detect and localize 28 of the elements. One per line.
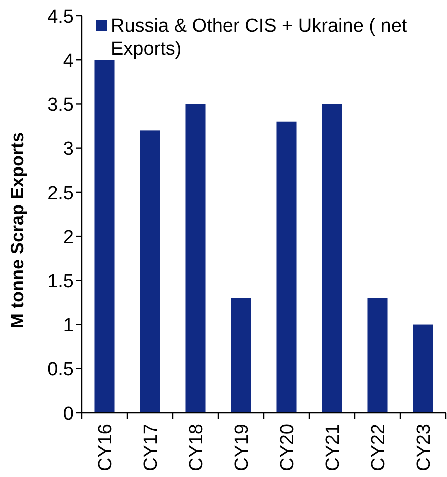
x-tick-label: CY23 [414, 424, 436, 472]
y-tick-label: 4.5 [48, 6, 74, 28]
y-tick-label: 3.5 [48, 95, 74, 116]
bar [413, 324, 434, 413]
x-tick-label: CY22 [368, 424, 390, 472]
y-tick-label: 2 [63, 227, 74, 248]
x-tick-label: CY16 [96, 424, 117, 472]
y-tick-label: 0 [63, 404, 74, 425]
legend-label: Russia & Other CIS + Ukraine ( net Exports) [111, 16, 408, 60]
bar [368, 298, 388, 413]
x-tick-label: CY20 [278, 424, 299, 472]
bar [186, 104, 206, 413]
y-tick-label: 1 [63, 316, 74, 337]
bar [140, 130, 160, 413]
bar [322, 104, 342, 413]
x-tick-label: CY18 [186, 424, 208, 472]
y-tick-label: 3 [63, 139, 74, 160]
y-tick-label: 0.5 [48, 360, 74, 381]
bar [231, 298, 252, 413]
bar [276, 122, 297, 413]
x-tick-label: CY17 [141, 424, 162, 472]
x-tick-label: CY21 [323, 424, 344, 472]
x-tick-label: CY19 [232, 424, 254, 472]
y-tick-label: 1.5 [48, 272, 74, 293]
y-tick-label: 4 [63, 50, 74, 72]
bar [94, 60, 115, 413]
y-tick-label: 2.5 [48, 183, 74, 204]
y-axis-title: M tonne Scrap Exports [7, 132, 28, 329]
